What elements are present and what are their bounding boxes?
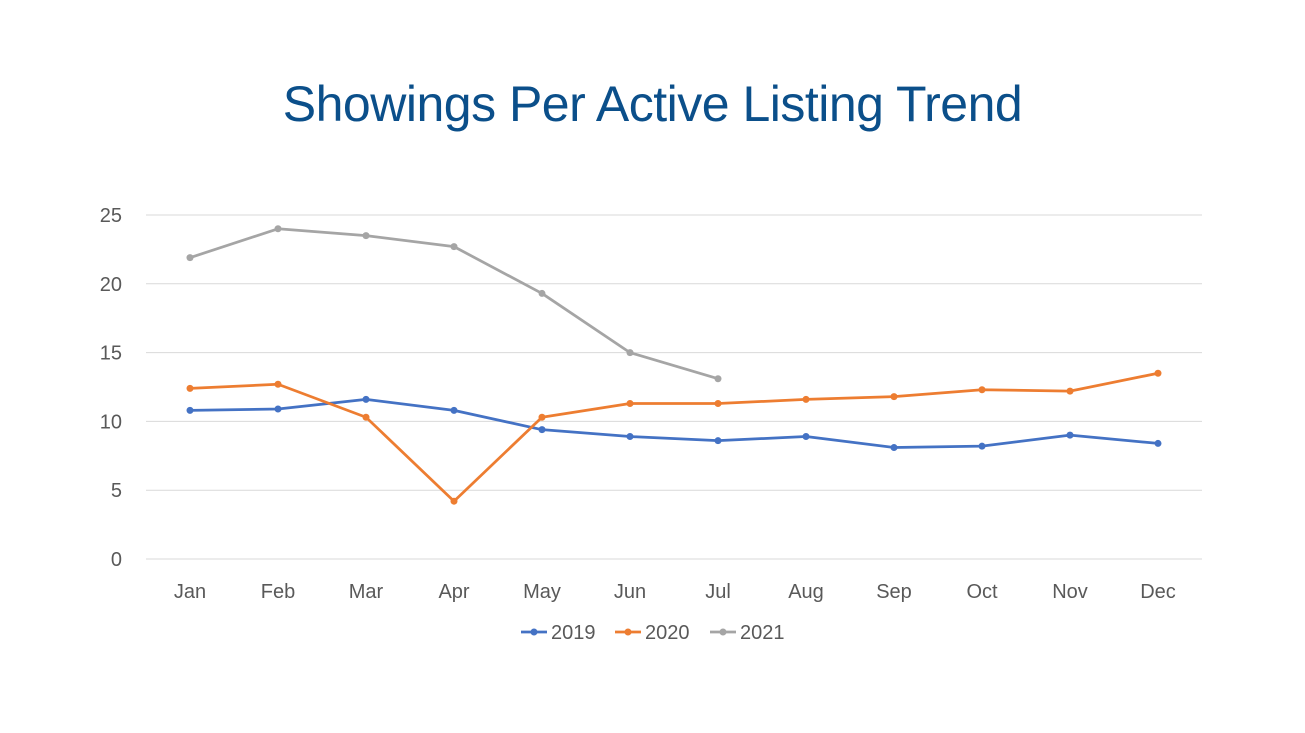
- data-point-2021-Jan: [186, 254, 194, 262]
- data-point-2019-Dec: [1154, 439, 1162, 447]
- y-tick-label: 10: [100, 411, 122, 433]
- data-point-2019-Nov: [1066, 431, 1074, 439]
- y-tick-label: 15: [100, 343, 122, 365]
- data-point-2020-Dec: [1154, 369, 1162, 377]
- x-tick-label: May: [523, 581, 561, 603]
- legend-swatch-marker: [530, 628, 538, 636]
- x-tick-label: Sep: [876, 581, 912, 603]
- series-line-2019: [188, 398, 1160, 449]
- data-point-2021-Jul: [714, 375, 722, 383]
- y-tick-label: 20: [100, 274, 122, 296]
- legend-item-2020: 2020: [615, 622, 690, 644]
- y-axis-labels: 0 5 10 15 20 25: [100, 205, 122, 571]
- legend-swatch-marker: [719, 628, 727, 636]
- x-tick-label: Jun: [614, 581, 646, 603]
- data-point-2020-Mar: [362, 413, 370, 421]
- x-tick-label: Feb: [261, 581, 295, 603]
- data-point-2020-Feb: [274, 380, 282, 388]
- x-tick-label: Jan: [174, 581, 206, 603]
- data-point-2019-Aug: [802, 433, 810, 441]
- x-tick-label: Jul: [705, 581, 731, 603]
- series-markers: [186, 225, 1162, 505]
- y-tick-label: 25: [100, 205, 122, 227]
- x-tick-label: Apr: [438, 581, 469, 603]
- data-point-2021-Apr: [450, 243, 458, 251]
- legend-item-2019: 2019: [521, 622, 596, 644]
- legend-item-2021: 2021: [710, 622, 785, 644]
- series-line-2021: [188, 227, 720, 381]
- data-point-2019-Jan: [186, 406, 194, 414]
- data-point-2021-May: [538, 289, 546, 297]
- x-tick-label: Oct: [966, 581, 998, 603]
- data-point-2020-Apr: [450, 497, 458, 505]
- data-point-2020-Nov: [1066, 387, 1074, 395]
- legend-swatch-marker: [624, 628, 632, 636]
- data-point-2020-Aug: [802, 395, 810, 403]
- data-point-2021-Jun: [626, 349, 634, 357]
- gridlines: [146, 214, 1202, 560]
- series-line-2020: [188, 371, 1160, 503]
- data-point-2019-May: [538, 426, 546, 434]
- x-tick-label: Mar: [349, 581, 384, 603]
- data-point-2019-Apr: [450, 406, 458, 414]
- data-point-2019-Jun: [626, 433, 634, 441]
- chart-title: Showings Per Active Listing Trend: [282, 76, 1023, 132]
- legend-label: 2019: [551, 622, 596, 644]
- data-point-2019-Sep: [890, 444, 898, 452]
- data-point-2019-Feb: [274, 405, 282, 413]
- data-point-2021-Mar: [362, 232, 370, 240]
- data-point-2020-May: [538, 413, 546, 421]
- data-point-2020-Oct: [978, 386, 986, 394]
- data-point-2021-Feb: [274, 225, 282, 233]
- y-tick-label: 0: [111, 549, 122, 571]
- x-tick-label: Dec: [1140, 581, 1176, 603]
- legend: 2019 2020 2021: [521, 622, 785, 644]
- series-lines: [188, 227, 1160, 503]
- data-point-2020-Jul: [714, 400, 722, 408]
- legend-label: 2020: [645, 622, 690, 644]
- data-point-2020-Sep: [890, 393, 898, 401]
- legend-label: 2021: [740, 622, 785, 644]
- data-point-2020-Jan: [186, 384, 194, 392]
- data-point-2019-Oct: [978, 442, 986, 450]
- x-tick-label: Nov: [1052, 581, 1088, 603]
- x-tick-label: Aug: [788, 581, 824, 603]
- x-axis-labels: Jan Feb Mar Apr May Jun Jul Aug Sep Oct Nov Dec: [174, 581, 1176, 603]
- data-point-2019-Mar: [362, 395, 370, 403]
- y-tick-label: 5: [111, 480, 122, 502]
- data-point-2019-Jul: [714, 437, 722, 445]
- data-point-2020-Jun: [626, 400, 634, 408]
